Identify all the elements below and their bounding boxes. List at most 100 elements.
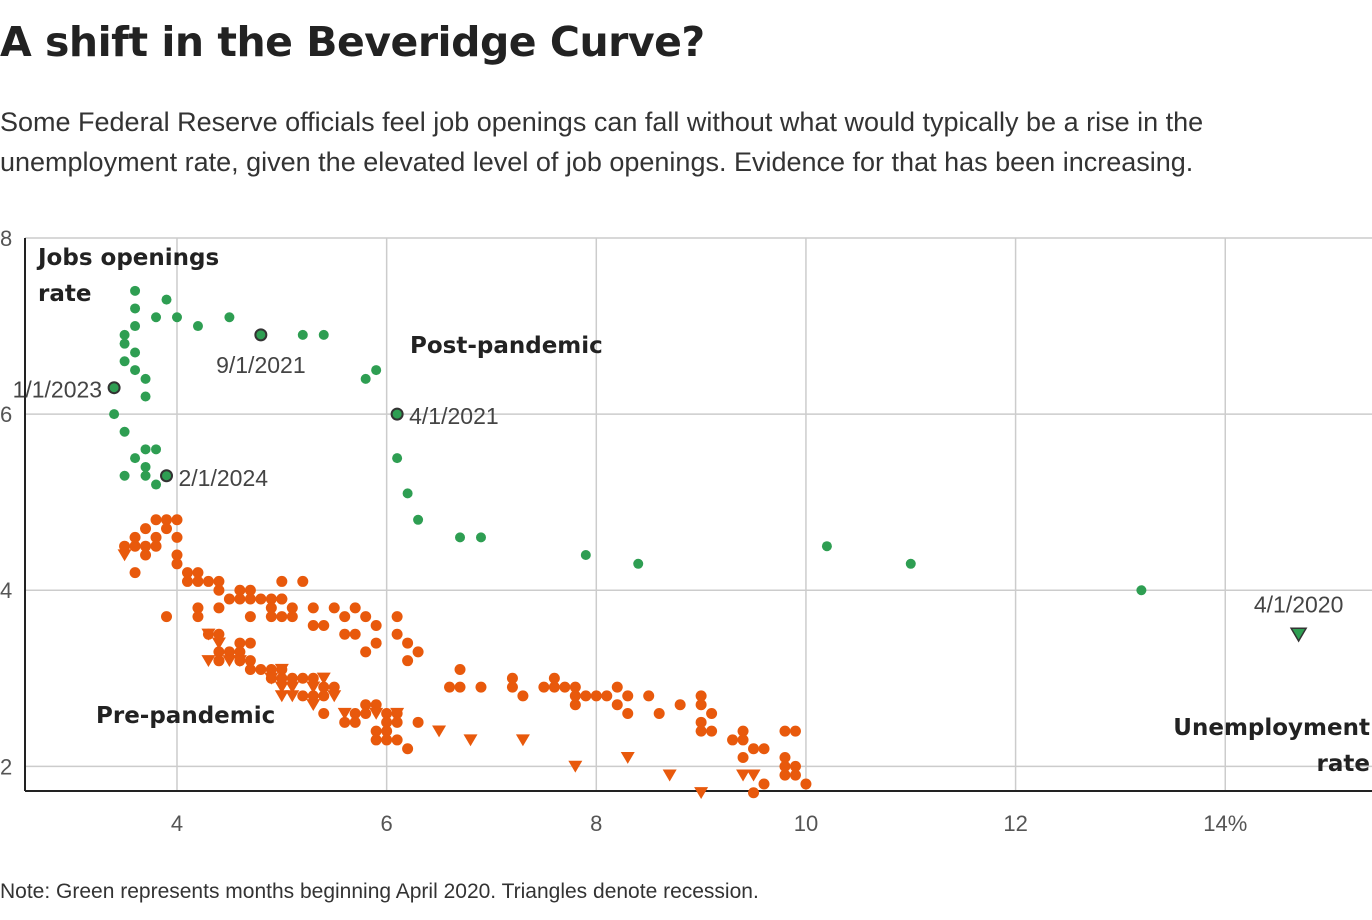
pre-pandemic-point <box>244 655 256 667</box>
pre-pandemic-point <box>643 690 655 702</box>
pre-pandemic-recession-point <box>211 637 226 650</box>
pre-pandemic-point <box>370 699 382 711</box>
y-tick-label: 4 <box>0 578 12 603</box>
pre-pandemic-point <box>360 646 372 658</box>
pre-pandemic-point <box>800 778 812 790</box>
date-label: 2/1/2024 <box>179 465 269 491</box>
pre-pandemic-point <box>559 681 571 693</box>
pre-pandemic-point <box>370 619 382 631</box>
date-label: 1/1/2023 <box>13 377 103 403</box>
x-tick-label: 12 <box>1003 811 1027 836</box>
post-pandemic-point <box>1136 585 1147 596</box>
pre-pandemic-point <box>150 514 162 526</box>
pre-pandemic-point <box>244 584 256 596</box>
x-tick-label: 10 <box>794 811 818 836</box>
pre-pandemic-point <box>307 690 319 702</box>
grid-lines <box>25 237 1372 791</box>
post-pandemic-point <box>360 373 371 384</box>
pre-pandemic-point <box>244 593 256 605</box>
highlighted-points: 1/1/2023 9/1/2021 4/1/2021 2/1/2024 4/1/2020 <box>13 328 1344 643</box>
pre-pandemic-point <box>779 725 791 737</box>
pre-pandemic-point <box>412 716 424 728</box>
pre-pandemic-point <box>171 558 183 570</box>
pre-pandemic-point <box>213 602 225 614</box>
pre-pandemic-point <box>276 611 288 623</box>
pre-pandemic-point <box>349 716 361 728</box>
post-pandemic-point <box>413 514 424 525</box>
pre-pandemic-points <box>117 514 812 800</box>
pre-pandemic-point <box>213 655 225 667</box>
pre-pandemic-point <box>192 575 204 587</box>
pre-pandemic-point <box>370 637 382 649</box>
date-label: 4/1/2020 <box>1254 591 1344 617</box>
pre-pandemic-point <box>150 540 162 552</box>
pre-pandemic-point <box>402 655 414 667</box>
pre-pandemic-point <box>653 708 665 720</box>
post-pandemic-point <box>140 444 151 455</box>
pre-pandemic-recession-point <box>746 769 761 782</box>
pre-pandemic-point <box>265 663 277 675</box>
post-pandemic-point <box>905 558 916 569</box>
pre-pandemic-point <box>779 769 791 781</box>
pre-pandemic-recession-point <box>327 690 342 703</box>
pre-pandemic-point <box>360 611 372 623</box>
pre-pandemic-recession-point <box>515 734 530 747</box>
pre-pandemic-point <box>297 575 309 587</box>
pre-pandemic-point <box>129 567 141 579</box>
pre-pandemic-point <box>695 716 707 728</box>
pre-pandemic-point <box>234 646 246 658</box>
pre-pandemic-recession-point <box>316 672 331 685</box>
pre-pandemic-point <box>265 611 277 623</box>
pre-pandemic-point <box>192 567 204 579</box>
pre-pandemic-point <box>286 672 298 684</box>
pre-pandemic-point <box>161 611 173 623</box>
pre-pandemic-point <box>601 690 613 702</box>
highlighted-recession-point <box>1289 627 1308 643</box>
pre-pandemic-recession-point <box>264 672 279 685</box>
pre-pandemic-point <box>706 708 718 720</box>
pre-pandemic-point <box>695 725 707 737</box>
pre-pandemic-point <box>129 531 141 543</box>
pre-pandemic-point <box>590 690 602 702</box>
pre-pandemic-point <box>119 540 131 552</box>
post-pandemic-point <box>119 356 130 367</box>
post-pandemic-point <box>392 453 403 464</box>
pre-pandemic-point <box>737 752 749 764</box>
pre-pandemic-recession-point <box>694 787 709 800</box>
x-tick-label: 14% <box>1203 811 1247 836</box>
pre-pandemic-recession-point <box>285 681 300 694</box>
pre-pandemic-point <box>265 602 277 614</box>
pre-pandemic-point <box>569 690 581 702</box>
pre-pandemic-point <box>181 575 193 587</box>
pre-pandemic-recession-point <box>285 690 300 703</box>
pre-pandemic-point <box>276 575 288 587</box>
highlighted-point <box>107 381 121 395</box>
post-pandemic-point <box>140 373 151 384</box>
date-label: 9/1/2021 <box>216 352 306 378</box>
pre-pandemic-point <box>622 690 634 702</box>
pre-pandemic-recession-point <box>432 725 447 738</box>
pre-pandemic-recession-point <box>274 681 289 694</box>
pre-pandemic-point <box>161 514 173 526</box>
post-pandemic-point <box>821 541 832 552</box>
pre-pandemic-point <box>286 611 298 623</box>
pre-pandemic-point <box>789 760 801 772</box>
highlighted-point <box>390 407 404 421</box>
post-pandemic-point <box>119 329 130 340</box>
pre-pandemic-recession-point <box>369 707 384 720</box>
pre-pandemic-point <box>286 602 298 614</box>
pre-pandemic-point <box>391 628 403 640</box>
pre-pandemic-point <box>695 699 707 711</box>
pre-pandemic-point <box>538 681 550 693</box>
pre-pandemic-recession-point <box>736 769 751 782</box>
post-pandemic-point <box>140 391 151 402</box>
post-pandemic-point <box>633 558 644 569</box>
pre-pandemic-point <box>328 602 340 614</box>
pre-pandemic-point <box>244 663 256 675</box>
post-pandemic-point <box>130 347 141 358</box>
pre-pandemic-point <box>161 523 173 535</box>
pre-pandemic-point <box>213 584 225 596</box>
pre-pandemic-point <box>360 708 372 720</box>
pre-pandemic-point <box>737 725 749 737</box>
pre-pandemic-point <box>580 690 592 702</box>
